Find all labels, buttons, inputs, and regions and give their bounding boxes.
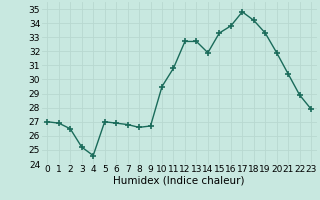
X-axis label: Humidex (Indice chaleur): Humidex (Indice chaleur) (114, 176, 245, 186)
